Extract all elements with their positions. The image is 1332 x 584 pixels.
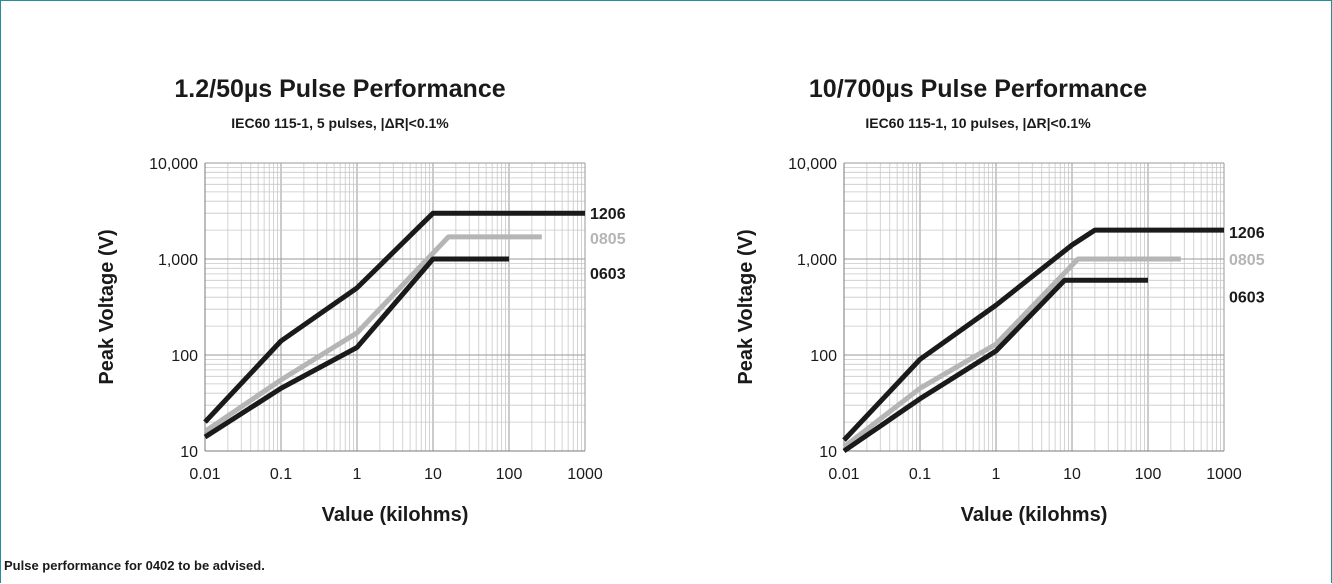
chart-subtitle: IEC60 115-1, 5 pulses, |ΔR|<0.1% bbox=[231, 115, 449, 131]
y-tick-label: 1,000 bbox=[797, 252, 837, 269]
series-label-0603: 0603 bbox=[590, 266, 626, 283]
y-axis-label: Peak Voltage (V) bbox=[735, 229, 757, 384]
x-tick-label: 0.1 bbox=[270, 466, 292, 483]
chart-title: 1.2/50µs Pulse Performance bbox=[174, 75, 505, 103]
series-line-0805 bbox=[203, 234, 542, 434]
series-line-0603 bbox=[842, 277, 1148, 454]
x-tick-label: 1 bbox=[992, 466, 1001, 483]
x-tick-label: 100 bbox=[496, 466, 523, 483]
y-axis-label: Peak Voltage (V) bbox=[96, 229, 118, 384]
y-tick-label: 100 bbox=[171, 348, 198, 365]
y-tick-label: 100 bbox=[810, 348, 837, 365]
x-tick-label: 0.01 bbox=[828, 466, 859, 483]
chart-subtitle: IEC60 115-1, 10 pulses, |ΔR|<0.1% bbox=[865, 115, 1091, 131]
series-line-1206 bbox=[203, 210, 585, 424]
footnote: Pulse performance for 0402 to be advised… bbox=[4, 558, 265, 573]
series-label-0603: 0603 bbox=[1229, 289, 1265, 306]
x-tick-label: 1 bbox=[353, 466, 362, 483]
chart-title: 10/700µs Pulse Performance bbox=[809, 75, 1147, 103]
x-tick-label: 0.1 bbox=[909, 466, 931, 483]
chart-2: 0.01 0.1 1 10 100 1000 10 100 1,000 10,000 10/700µ… bbox=[735, 75, 1265, 526]
y-tick-label: 10 bbox=[819, 444, 837, 461]
x-tick-label: 10 bbox=[1063, 466, 1081, 483]
x-tick-label: 1000 bbox=[567, 466, 603, 483]
series-label-0805: 0805 bbox=[1229, 252, 1265, 269]
x-tick-label: 0.01 bbox=[189, 466, 220, 483]
series-line-1206 bbox=[842, 227, 1224, 442]
x-tick-label: 100 bbox=[1135, 466, 1162, 483]
y-tick-label: 10,000 bbox=[788, 156, 837, 173]
x-axis-label: Value (kilohms) bbox=[961, 504, 1108, 526]
series-label-0805: 0805 bbox=[590, 231, 626, 248]
x-axis-label: Value (kilohms) bbox=[322, 504, 469, 526]
series-line-0805 bbox=[842, 256, 1181, 449]
series-line-0603 bbox=[203, 256, 509, 440]
y-tick-label: 1,000 bbox=[158, 252, 198, 269]
x-tick-label: 1000 bbox=[1206, 466, 1242, 483]
chart-1: 0.01 0.1 1 10 100 1000 10 100 1,000 10,000 1.2/50µ… bbox=[96, 75, 626, 526]
x-tick-label: 10 bbox=[424, 466, 442, 483]
series-label-1206: 1206 bbox=[590, 206, 626, 223]
series-label-1206: 1206 bbox=[1229, 225, 1265, 242]
y-tick-label: 10,000 bbox=[149, 156, 198, 173]
y-tick-label: 10 bbox=[180, 444, 198, 461]
